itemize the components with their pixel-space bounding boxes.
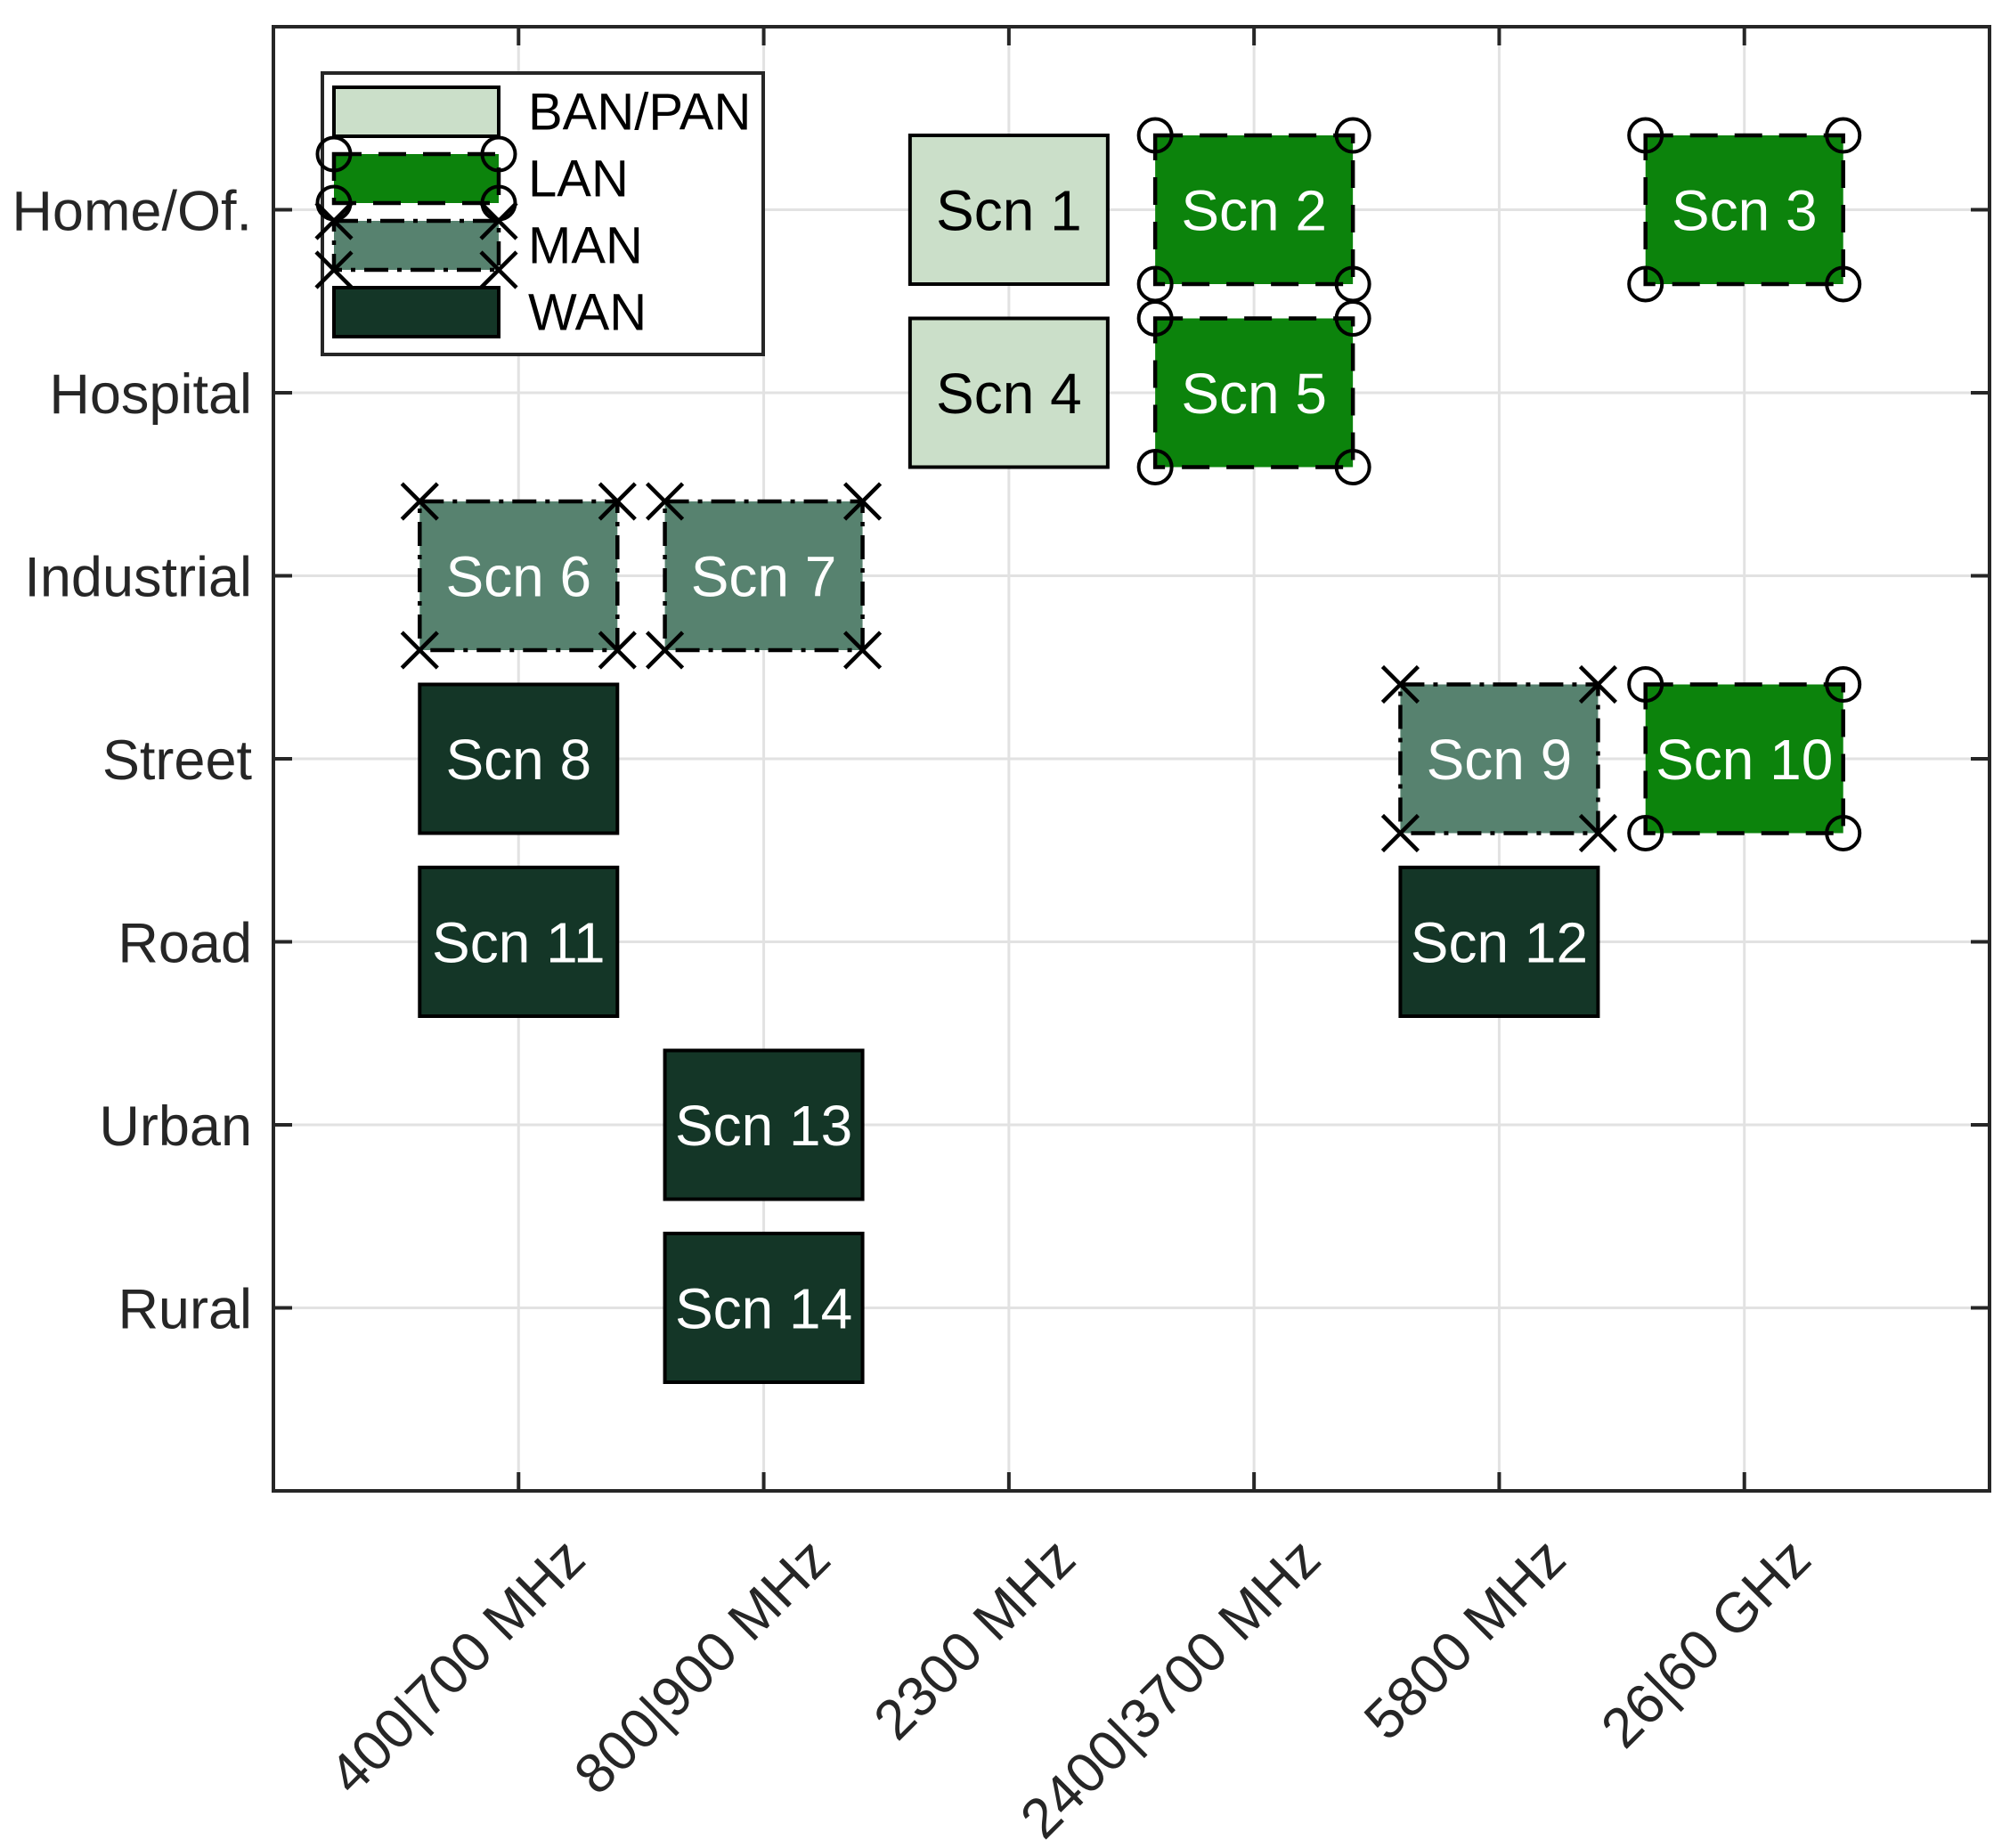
scenario-box-scn-3	[1643, 133, 1845, 287]
scenario-box-scn-9-x-marker-3b	[1380, 813, 1420, 853]
x-tick-label-3: 2300 MHz	[862, 1526, 1087, 1752]
legend-swatch-lan	[331, 151, 501, 206]
scenario-box-scn-3-circle-marker-3	[1627, 265, 1664, 303]
y-tick-label-5: Road	[118, 913, 252, 975]
legend-label-man: MAN	[528, 217, 643, 275]
scenario-box-scn-2-circle-marker-1	[1136, 117, 1174, 154]
scenario-box-scn-9-x-marker-4b	[1578, 813, 1618, 853]
scenario-box-label-scn-1: Scn 1	[936, 179, 1082, 243]
legend-swatch-lan-circle-marker-2	[480, 135, 517, 173]
scenario-box-scn-6	[418, 499, 620, 653]
scenario-box-scn-3-circle-marker-2	[1825, 117, 1862, 154]
legend-swatch-man-x-marker-2b	[479, 201, 518, 240]
scenario-box-scn-2-circle-marker-2	[1334, 117, 1371, 154]
scenario-box-scn-5	[1152, 316, 1355, 469]
y-tick-label-7: Rural	[118, 1279, 252, 1341]
scenario-box-label-scn-5: Scn 5	[1181, 362, 1327, 426]
scenario-box-scn-5-circle-marker-2	[1334, 300, 1371, 337]
scenario-box-scn-9-x-marker-1b	[1380, 664, 1420, 704]
scenario-box-label-scn-3: Scn 3	[1672, 179, 1818, 243]
legend-swatch-man-x-marker-3b	[314, 250, 354, 289]
legend-label-ban-pan: BAN/PAN	[528, 84, 751, 142]
scenario-box-scn-3-circle-marker-1	[1627, 117, 1664, 154]
scenario-box-label-scn-11: Scn 11	[432, 911, 606, 975]
y-tick-label-3: Industrial	[24, 547, 252, 609]
scenario-box-scn-10-circle-marker-3	[1627, 815, 1664, 851]
legend-swatch-ban-pan	[332, 85, 500, 138]
scenario-box-scn-7-x-marker-1b	[645, 482, 685, 521]
scenario-box-scn-1	[907, 134, 1110, 286]
legend-label-lan: LAN	[528, 151, 629, 208]
scenario-box-scn-3-circle-marker-4	[1825, 265, 1862, 303]
scenario-box-label-scn-13: Scn 13	[675, 1094, 852, 1158]
scenario-box-scn-7	[663, 499, 865, 653]
x-tick-label-6: 26|60 GHz	[1590, 1526, 1823, 1760]
scenario-box-label-scn-2: Scn 2	[1181, 179, 1327, 243]
scenario-box-scn-5-circle-marker-4	[1334, 449, 1371, 485]
x-tick-label-2: 800|900 MHz	[563, 1526, 842, 1806]
legend-swatch-wan	[332, 286, 500, 338]
scenario-box-label-scn-8: Scn 8	[445, 728, 591, 792]
scenario-box-scn-14	[663, 1232, 865, 1384]
scenario-box-label-scn-14: Scn 14	[675, 1277, 852, 1341]
y-tick-label-1: Home/Of.	[12, 181, 252, 243]
scenario-box-scn-9	[1398, 682, 1600, 835]
x-tick-label-1: 400|700 MHz	[318, 1526, 598, 1806]
scenario-box-scn-6-x-marker-4b	[598, 631, 637, 670]
legend-swatch-man-x-marker-1b	[314, 201, 354, 240]
scenario-box-scn-11	[418, 866, 620, 1018]
y-tick-label-6: Urban	[99, 1095, 252, 1158]
legend-swatch-man	[331, 218, 501, 273]
scenario-box-scn-10	[1643, 682, 1845, 835]
scenario-box-label-scn-10: Scn 10	[1656, 728, 1833, 792]
legend-swatch-man-x-marker-4b	[479, 250, 518, 289]
scenario-box-label-scn-6: Scn 6	[445, 545, 591, 609]
scenario-box-scn-10-circle-marker-4	[1825, 815, 1862, 851]
scenario-box-label-scn-4: Scn 4	[936, 362, 1082, 426]
y-tick-label-2: Hospital	[49, 363, 252, 426]
scenario-box-label-scn-7: Scn 7	[691, 545, 837, 609]
scenario-box-scn-10-circle-marker-2	[1825, 666, 1862, 703]
scenario-box-scn-6-x-marker-1b	[400, 482, 439, 521]
scenario-box-scn-7-x-marker-3b	[645, 631, 685, 670]
scenario-box-label-scn-12: Scn 12	[1411, 911, 1588, 975]
x-tick-label-5: 5800 MHz	[1353, 1526, 1578, 1752]
scenario-box-scn-7-x-marker-4b	[842, 631, 883, 670]
scenario-box-label-scn-9: Scn 9	[1427, 728, 1573, 792]
scenario-box-scn-9-x-marker-2b	[1578, 664, 1618, 704]
scenario-box-scn-6-x-marker-3b	[400, 631, 439, 670]
scenario-box-scn-2	[1152, 133, 1355, 287]
scenario-box-scn-8	[418, 682, 620, 835]
scenario-box-scn-7-x-marker-2b	[842, 482, 883, 521]
scenario-box-scn-10-circle-marker-1	[1627, 666, 1664, 703]
scenario-box-scn-13	[663, 1048, 865, 1201]
scenario-box-scn-5-circle-marker-3	[1136, 449, 1174, 485]
y-tick-label-4: Street	[102, 729, 253, 792]
scenario-box-scn-4	[907, 316, 1110, 469]
legend-label-wan: WAN	[528, 284, 647, 342]
scenario-box-scn-12	[1398, 866, 1600, 1018]
legend-swatch-lan-circle-marker-1	[315, 135, 353, 173]
scenario-box-scn-5-circle-marker-1	[1136, 300, 1174, 337]
scenario-box-scn-6-x-marker-2b	[598, 482, 637, 521]
